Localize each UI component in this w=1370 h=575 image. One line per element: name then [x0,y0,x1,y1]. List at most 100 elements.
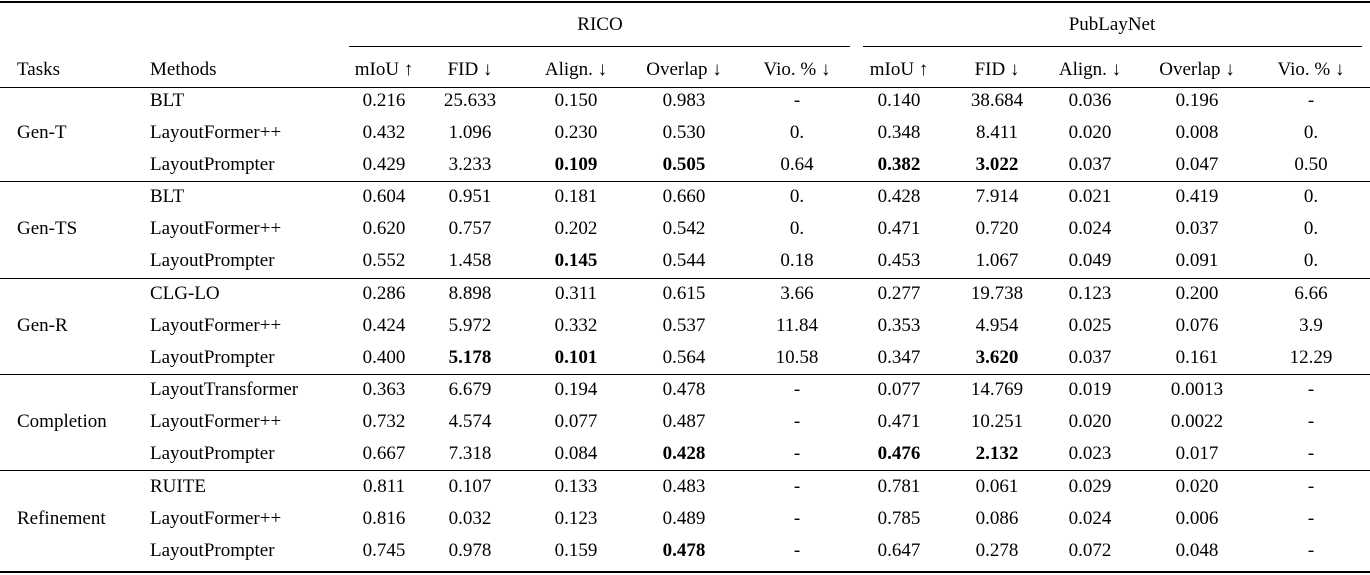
table-cell: 0.077 [877,379,921,400]
column-header: Overlap ↓ [646,59,722,80]
table-cell: 0.615 [662,283,706,304]
table-cell: 4.574 [448,411,492,432]
table-cell: 0.471 [877,411,921,432]
table-cell: 0.64 [780,154,814,175]
table-cell: 0.101 [554,347,598,368]
table-cell: 0.564 [662,347,706,368]
table-cell: 0.348 [877,122,921,143]
table-cell: 0.020 [1068,122,1112,143]
table-cell: 0.483 [662,476,706,497]
table-cell: 0.0022 [1170,411,1224,432]
table-cell: 0.18 [780,250,814,271]
column-header: Align. ↓ [544,59,608,80]
method-name: LayoutPrompter [150,154,275,175]
table-cell: 0.489 [662,508,706,529]
table-cell: 0.159 [554,540,598,561]
table-cell: 0.660 [662,186,706,207]
table-cell: 0.478 [662,540,706,561]
group-header: RICO [577,14,623,35]
rule [349,46,850,47]
column-header: mIoU ↑ [354,59,414,80]
method-name: CLG-LO [150,283,220,304]
table-cell: 0.428 [662,443,706,464]
table-cell: 12.29 [1289,347,1333,368]
column-header: Vio. % ↓ [1277,59,1345,80]
table-cell: 0.667 [362,443,406,464]
column-header: Vio. % ↓ [763,59,831,80]
table-cell: 0.032 [448,508,492,529]
table-cell: 0.008 [1175,122,1219,143]
table-cell: 0.478 [662,379,706,400]
table-cell: - [1307,379,1315,400]
rule [0,571,1370,573]
table-cell: 0.076 [1175,315,1219,336]
table-cell: 0.428 [877,186,921,207]
table-cell: 38.684 [970,90,1024,111]
table-cell: 0.781 [877,476,921,497]
table-cell: - [793,379,801,400]
table-cell: 0.424 [362,315,406,336]
table-cell: 0.123 [1068,283,1112,304]
table-cell: 0.072 [1068,540,1112,561]
table-cell: 7.914 [975,186,1019,207]
table-cell: 0.978 [448,540,492,561]
table-cell: 0.311 [554,283,598,304]
table-cell: 0.647 [877,540,921,561]
table-cell: 0.0013 [1170,379,1224,400]
table-cell: 0.017 [1175,443,1219,464]
table-cell: 0.021 [1068,186,1112,207]
table-cell: 0.542 [662,218,706,239]
method-name: LayoutTransformer [150,379,299,400]
rule [0,470,1370,471]
table-cell: 7.318 [448,443,492,464]
task-label: Refinement [17,508,106,529]
table-cell: 0.200 [1175,283,1219,304]
table-cell: 0.286 [362,283,406,304]
table-cell: 0.036 [1068,90,1112,111]
method-name: LayoutPrompter [150,540,275,561]
table-cell: 25.633 [443,90,497,111]
table-cell: 5.178 [448,347,492,368]
table-cell: 0.544 [662,250,706,271]
table-cell: 0.552 [362,250,406,271]
table-cell: 0.745 [362,540,406,561]
table-cell: 0.347 [877,347,921,368]
table-cell: 0.133 [554,476,598,497]
method-name: RUITE [150,476,206,497]
table-cell: - [793,508,801,529]
table-cell: 10.251 [970,411,1024,432]
table-cell: 0.216 [362,90,406,111]
table-cell: - [1307,90,1315,111]
table-cell: - [793,476,801,497]
task-label: Gen-T [17,122,67,143]
rule [0,374,1370,375]
table-cell: 10.58 [775,347,819,368]
table-cell: 0.202 [554,218,598,239]
column-header: Align. ↓ [1058,59,1122,80]
table-cell: 0.020 [1068,411,1112,432]
table-cell: 0.720 [975,218,1019,239]
table-cell: - [793,540,801,561]
table-cell: 0.077 [554,411,598,432]
table-cell: 0.049 [1068,250,1112,271]
table-cell: 0.332 [554,315,598,336]
table-cell: 0. [1303,218,1319,239]
method-name: LayoutFormer++ [150,122,282,143]
table-cell: 0.951 [448,186,492,207]
column-header: FID ↓ [447,59,493,80]
table-cell: 0.537 [662,315,706,336]
table-cell: 0.091 [1175,250,1219,271]
rule [0,181,1370,182]
table-cell: 0.50 [1294,154,1328,175]
group-header: PubLayNet [1068,14,1156,35]
table-cell: 0.024 [1068,508,1112,529]
table-cell: - [793,443,801,464]
table-cell: - [1307,476,1315,497]
table-cell: 0.277 [877,283,921,304]
table-cell: 0.757 [448,218,492,239]
table-cell: 0.084 [554,443,598,464]
method-name: LayoutPrompter [150,250,275,271]
table-cell: 0.230 [554,122,598,143]
column-header: FID ↓ [974,59,1020,80]
table-cell: 0.505 [662,154,706,175]
